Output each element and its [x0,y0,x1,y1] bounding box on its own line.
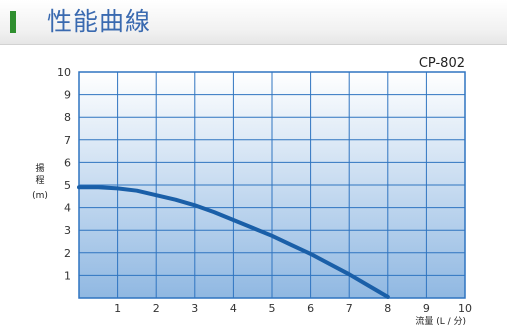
y-tick-labels: 1 2 3 4 5 6 7 8 9 10 [57,66,71,282]
y-tick-label-3: 3 [64,224,71,237]
header-accent-bar [10,11,16,33]
header-bar: 性能曲線 [0,0,507,45]
plot-frame [78,71,466,299]
x-tick-label-10: 10 [458,302,472,315]
grid-lines [79,72,465,298]
y-tick-label-8: 8 [64,111,71,124]
y-tick-label-6: 6 [64,156,71,169]
x-tick-labels: 1 2 3 4 5 6 7 8 9 10 [114,302,472,315]
y-tick-label-5: 5 [64,179,71,192]
x-tick-label-2: 2 [153,302,160,315]
x-tick-label-6: 6 [307,302,314,315]
y-tick-label-4: 4 [64,202,71,215]
y-tick-label-10: 10 [57,66,71,79]
x-tick-label-9: 9 [423,302,430,315]
x-tick-label-5: 5 [269,302,276,315]
y-tick-label-2: 2 [64,247,71,260]
x-tick-label-7: 7 [346,302,353,315]
y-tick-label-1: 1 [64,269,71,282]
x-tick-label-3: 3 [191,302,198,315]
x-tick-label-4: 4 [230,302,237,315]
y-axis-label-char-1: 揚 [35,162,44,174]
x-tick-label-1: 1 [114,302,121,315]
page-title: 性能曲線 [47,7,152,36]
series-line [77,185,390,299]
x-tick-label-8: 8 [384,302,391,315]
y-tick-label-7: 7 [64,134,71,147]
y-tick-label-9: 9 [64,89,71,102]
model-label: CP-802 [419,56,465,71]
y-axis-unit: (m) [32,191,48,201]
y-axis-label-char-2: 程 [35,175,44,186]
x-axis-label: 流量 (L / 分) [415,315,466,327]
